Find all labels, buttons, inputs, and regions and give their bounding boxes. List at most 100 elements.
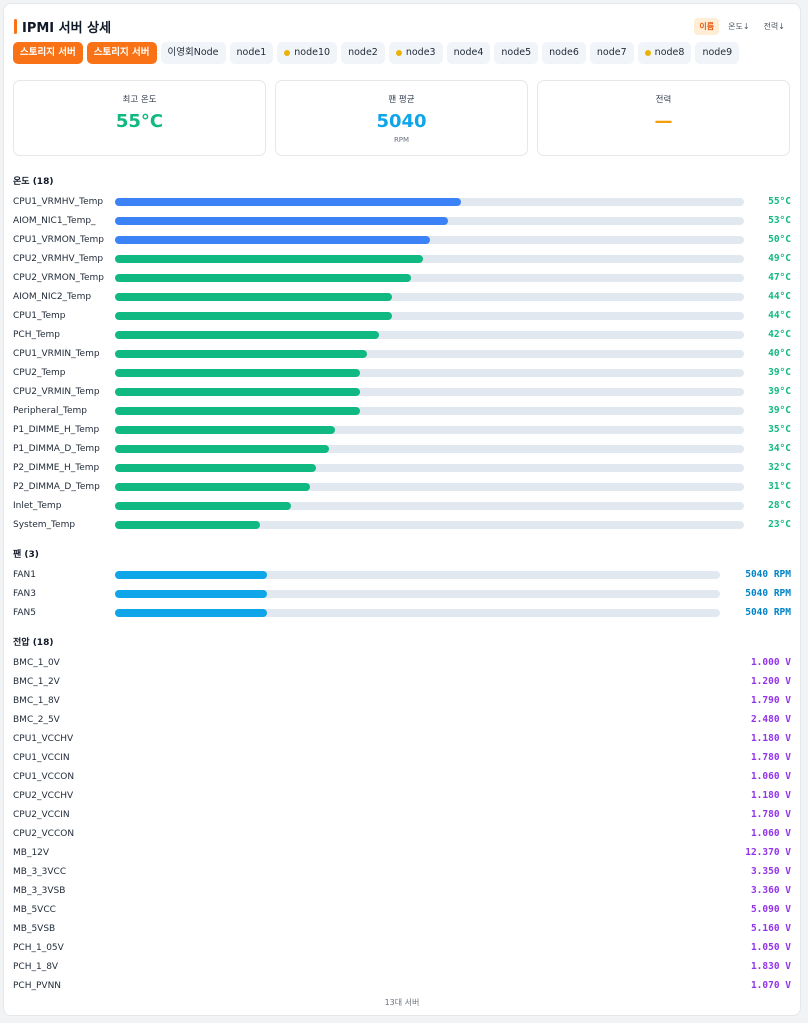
metric-value: 1.790 V — [750, 695, 791, 706]
bar-track — [115, 254, 744, 263]
sort-button[interactable]: 온도↓ — [728, 21, 750, 31]
bar-fill — [115, 608, 268, 617]
tab-label: node8 — [654, 47, 685, 58]
bar-track — [115, 387, 744, 396]
server-tab[interactable]: node4 — [446, 42, 491, 64]
metric-value: 28°C — [768, 500, 791, 511]
metric-value: 1.780 V — [750, 752, 791, 763]
metric-row: CPU1_Temp 44°C — [13, 306, 791, 325]
stat-value: — — [654, 111, 673, 132]
server-tab[interactable]: node8 — [637, 42, 692, 64]
metric-name: System_Temp — [13, 519, 76, 530]
metric-row: PCH_1_05V 1.050 V — [13, 938, 791, 957]
metric-name: CPU2_VRMHV_Temp — [13, 253, 104, 264]
section-title: 전압 (18) — [13, 638, 54, 648]
status-dot — [644, 50, 651, 56]
tab-label: 이영회Node — [167, 47, 219, 58]
accent — [14, 18, 17, 34]
metric-value: 50°C — [768, 234, 791, 245]
sort-group: 이름 온도↓ 전력↓ — [690, 17, 790, 35]
section-title: 온도 (18) — [13, 177, 54, 187]
metric-name: FAN5 — [13, 607, 36, 618]
metric-name: P1_DIMME_H_Temp — [13, 424, 100, 435]
footer: 13대 서버 — [384, 998, 420, 1007]
metric-row: BMC_1_2V 1.200 V — [13, 672, 791, 691]
metric-name: FAN1 — [13, 569, 36, 580]
metric-value: 3.350 V — [750, 866, 791, 877]
metric-value: 5040 RPM — [745, 607, 791, 618]
metric-name: CPU1_VCCON — [13, 771, 75, 782]
server-tab[interactable]: 스토리지 서버 — [86, 42, 157, 64]
server-tab[interactable]: node10 — [277, 42, 338, 64]
bar-fill — [115, 463, 317, 472]
metric-value: 23°C — [768, 519, 791, 530]
metric-value: 40°C — [768, 348, 791, 359]
bar-track — [115, 425, 744, 434]
section-title: 팬 (3) — [13, 550, 39, 560]
bar-track — [115, 463, 744, 472]
metric-row: CPU2_VRMON_Temp 47°C — [13, 268, 791, 287]
tab-label: node2 — [348, 47, 378, 58]
metric-name: CPU2_VCCIN — [13, 809, 70, 820]
metric-name: BMC_1_2V — [13, 676, 60, 687]
bar-fill — [115, 501, 292, 510]
metric-row: P2_DIMME_H_Temp 32°C — [13, 458, 791, 477]
metric-name: FAN3 — [13, 588, 36, 599]
server-tab[interactable]: node2 — [341, 42, 385, 64]
server-tab[interactable]: node6 — [542, 42, 586, 64]
server-tab[interactable]: 스토리지 서버 — [13, 42, 83, 64]
metric-value: 5040 RPM — [745, 569, 791, 580]
header: IPMI 서버 상세 이름 온도↓ 전력↓ — [14, 16, 790, 36]
metric-value: 42°C — [768, 329, 791, 340]
metric-value: 1.070 V — [750, 980, 791, 991]
bar-fill — [115, 273, 411, 282]
cards: 최고 온도 55°C 팬 평균 5040 RPM 전력 — — [13, 80, 790, 156]
bar-track — [115, 608, 720, 617]
panel: IPMI 서버 상세 이름 온도↓ 전력↓ 스토리지 서버 스토리지 서버 이영회Nod… — [3, 3, 801, 1016]
metric-name: PCH_1_8V — [13, 961, 59, 972]
tab-label: node6 — [549, 47, 579, 58]
metric-name: MB_3_3VCC — [13, 866, 67, 877]
tab-label: node4 — [453, 47, 484, 58]
bar-fill — [115, 292, 392, 301]
server-tab[interactable]: node5 — [494, 42, 539, 64]
fan-section: 팬 (3) FAN1 5040 RPM FAN3 5040 RPM FAN5 5040 RP… — [13, 547, 791, 622]
metric-row: MB_5VCC 5.090 V — [13, 900, 791, 919]
metric-row: Inlet_Temp 28°C — [13, 496, 791, 515]
metric-name: PCH_1_05V — [13, 942, 64, 953]
status-dot — [284, 50, 291, 56]
server-tab[interactable]: node7 — [589, 42, 634, 64]
metric-value: 39°C — [768, 405, 791, 416]
stat-card: 최고 온도 55°C — [13, 80, 266, 156]
metric-row: CPU1_VCCIN 1.780 V — [13, 748, 791, 767]
metric-row: FAN5 5040 RPM — [13, 603, 791, 622]
metric-name: P1_DIMMA_D_Temp — [13, 443, 100, 454]
title: IPMI 서버 상세 — [22, 20, 112, 36]
metric-row: CPU2_VCCON 1.060 V — [13, 824, 791, 843]
metric-row: MB_3_3VSB 3.360 V — [13, 881, 791, 900]
bar-track — [115, 406, 744, 415]
metric-row: CPU1_VCCON 1.060 V — [13, 767, 791, 786]
bar-fill — [115, 406, 361, 415]
metric-name: BMC_1_0V — [13, 657, 60, 668]
bar-track — [115, 520, 744, 529]
metric-row: CPU2_VRMIN_Temp 39°C — [13, 382, 791, 401]
server-tab[interactable]: node1 — [229, 42, 274, 64]
server-tab[interactable]: 이영회Node — [160, 42, 226, 64]
metric-row: PCH_1_8V 1.830 V — [13, 957, 791, 976]
server-tab[interactable]: node3 — [388, 42, 443, 64]
server-tab[interactable]: node9 — [695, 42, 740, 64]
bar-track — [115, 197, 744, 206]
bar-fill — [115, 254, 424, 263]
metric-row: FAN3 5040 RPM — [13, 584, 791, 603]
metric-row: MB_12V 12.370 V — [13, 843, 791, 862]
metric-row: AIOM_NIC2_Temp 44°C — [13, 287, 791, 306]
sort-button[interactable]: 전력↓ — [763, 21, 785, 31]
tab-label: 스토리지 서버 — [93, 47, 150, 58]
bar-fill — [115, 570, 268, 579]
sort-button[interactable]: 이름 — [694, 17, 720, 35]
bar-fill — [115, 216, 449, 225]
status-dot — [395, 50, 402, 56]
metric-row: CPU1_VCCHV 1.180 V — [13, 729, 791, 748]
bar-track — [115, 273, 744, 282]
